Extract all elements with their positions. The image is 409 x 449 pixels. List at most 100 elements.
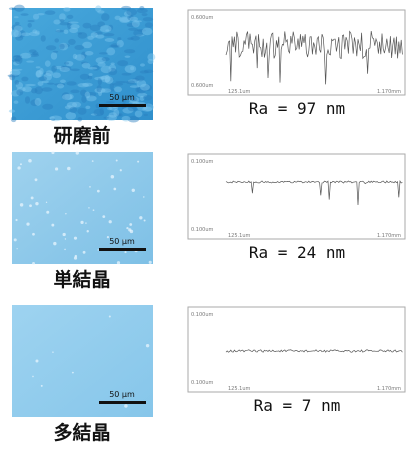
speck (15, 219, 17, 221)
texture (109, 45, 120, 47)
texture (35, 30, 40, 34)
texture (60, 80, 66, 83)
texture (75, 54, 85, 60)
texture (63, 7, 70, 12)
texture (82, 83, 93, 87)
texture (14, 5, 25, 12)
axis-label: 1.170mm (377, 89, 401, 95)
texture (82, 23, 91, 29)
speck (20, 203, 23, 206)
texture (54, 38, 59, 42)
speck (74, 237, 77, 240)
roughness: Ra = 7 nm (254, 396, 341, 415)
speck (26, 223, 29, 226)
texture (135, 87, 139, 92)
speck (29, 204, 32, 207)
texture (127, 37, 133, 40)
speck (97, 190, 100, 193)
texture (121, 6, 131, 10)
speck (113, 188, 116, 191)
scale-bar-label: 50 μm (109, 390, 135, 399)
speck (53, 242, 56, 245)
texture (47, 83, 55, 85)
texture (87, 36, 94, 40)
axis-label: 0.100um (191, 380, 213, 386)
texture (26, 61, 34, 63)
texture (81, 95, 86, 102)
micrograph (12, 305, 153, 417)
scale-bar (99, 248, 146, 251)
sample-label: 単結晶 (53, 268, 110, 291)
texture (140, 63, 145, 66)
speck (52, 351, 54, 353)
texture (103, 117, 109, 119)
texture (99, 76, 108, 80)
texture (41, 87, 52, 91)
texture (49, 116, 55, 120)
speck (111, 175, 115, 179)
texture (14, 25, 23, 31)
speck (139, 216, 142, 219)
texture (115, 81, 127, 83)
texture (16, 89, 23, 95)
speck (32, 262, 35, 265)
speck (89, 186, 91, 188)
texture (41, 35, 46, 42)
texture (115, 16, 121, 20)
speck (87, 230, 89, 232)
speck (137, 161, 139, 163)
scale-bar-label: 50 μm (109, 237, 135, 246)
speck (126, 227, 128, 229)
texture (38, 81, 44, 86)
texture (53, 51, 59, 53)
texture (35, 98, 42, 106)
texture (36, 66, 41, 68)
texture (93, 109, 104, 116)
speck (41, 385, 43, 387)
scale-bar (99, 401, 146, 404)
speck (35, 202, 38, 205)
texture (60, 67, 70, 72)
texture (144, 114, 148, 116)
speck (31, 196, 34, 199)
micrograph (12, 152, 153, 264)
speck (124, 251, 126, 253)
speck (102, 215, 105, 218)
texture (57, 84, 64, 89)
speck (124, 404, 127, 407)
speck (51, 151, 54, 154)
texture (126, 80, 135, 84)
texture (25, 96, 30, 103)
texture (69, 28, 78, 33)
speck (143, 196, 144, 197)
texture (114, 86, 122, 92)
texture (56, 30, 65, 33)
texture (125, 55, 131, 57)
speck (80, 221, 83, 224)
texture (74, 45, 84, 50)
speck (88, 207, 89, 208)
texture (69, 107, 77, 113)
texture (135, 110, 143, 117)
speck (116, 160, 118, 162)
texture (29, 49, 37, 53)
axis-label: 0.100um (191, 312, 213, 318)
texture (45, 60, 51, 66)
speck (65, 238, 66, 239)
texture (36, 70, 43, 77)
profile-frame (188, 307, 405, 392)
speck (85, 222, 86, 223)
profile-frame (188, 10, 405, 95)
speck (51, 224, 54, 227)
texture (145, 22, 153, 28)
texture (101, 13, 110, 21)
texture (13, 31, 21, 37)
axis-label: 125.1um (228, 233, 250, 239)
speck (92, 160, 94, 162)
speck (35, 360, 38, 363)
speck (20, 163, 22, 165)
axis-label: 0.600um (191, 83, 213, 89)
texture (101, 66, 112, 73)
texture (42, 104, 53, 110)
texture (51, 52, 57, 60)
